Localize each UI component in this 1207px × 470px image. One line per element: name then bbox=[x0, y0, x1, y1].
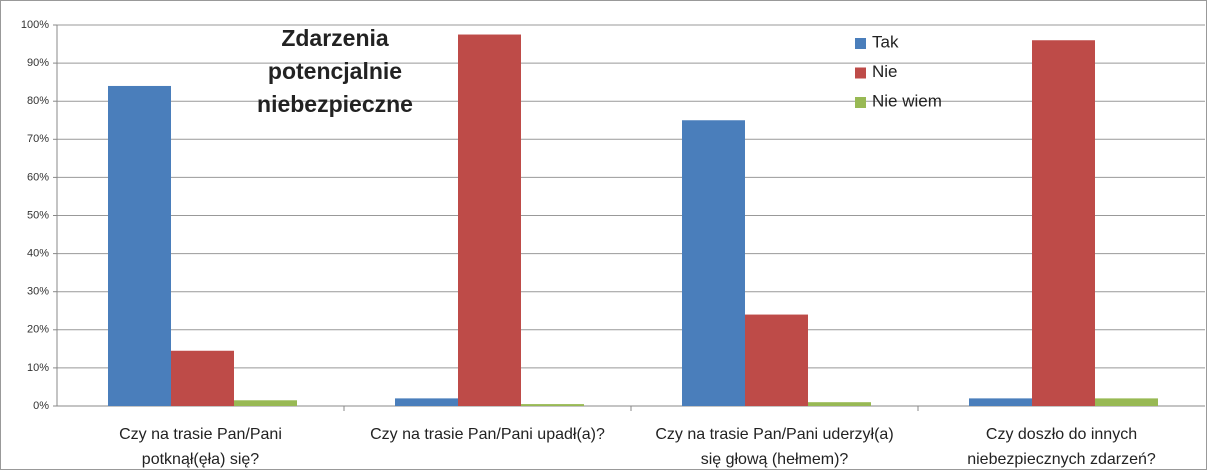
chart-title: Zdarzenia potencjalnie niebezpieczne bbox=[257, 25, 413, 117]
bar bbox=[521, 404, 584, 406]
bar bbox=[969, 398, 1032, 406]
bar bbox=[1095, 398, 1158, 406]
y-tick-label: 100% bbox=[21, 19, 49, 31]
x-tick-label: Czy na trasie Pan/Pani uderzył(a) się gł… bbox=[655, 426, 894, 468]
x-tick-label: Czy na trasie Pan/Pani upadł(a)? bbox=[370, 426, 605, 443]
bar bbox=[1032, 40, 1095, 407]
y-tick-label: 80% bbox=[27, 95, 49, 107]
y-tick-label: 70% bbox=[27, 133, 49, 145]
legend-swatch bbox=[855, 67, 866, 79]
y-tick-label: 40% bbox=[27, 248, 49, 260]
y-tick-label: 10% bbox=[27, 362, 49, 374]
bar bbox=[171, 350, 234, 406]
bar bbox=[234, 400, 297, 406]
bar bbox=[458, 34, 521, 407]
y-tick-label: 90% bbox=[27, 57, 49, 69]
bar bbox=[745, 314, 808, 406]
bar bbox=[682, 120, 745, 406]
legend-label: Tak bbox=[872, 32, 899, 51]
bar bbox=[108, 85, 171, 407]
x-tick-label: Czy doszło do innych niebezpiecznych zda… bbox=[967, 426, 1156, 468]
legend-swatch bbox=[855, 38, 866, 49]
y-tick-label: 20% bbox=[27, 324, 49, 336]
y-tick-label: 60% bbox=[27, 171, 49, 183]
bar bbox=[395, 398, 458, 406]
y-tick-label: 50% bbox=[27, 209, 49, 221]
y-tick-label: 0% bbox=[33, 400, 49, 412]
legend-label: Nie wiem bbox=[872, 91, 942, 110]
y-tick-label: 30% bbox=[27, 286, 49, 298]
legend-label: Nie bbox=[872, 62, 898, 81]
legend-swatch bbox=[855, 97, 866, 108]
bar bbox=[808, 402, 871, 406]
x-tick-label: Czy na trasie Pan/Pani potknął(ęła) się? bbox=[119, 426, 282, 468]
